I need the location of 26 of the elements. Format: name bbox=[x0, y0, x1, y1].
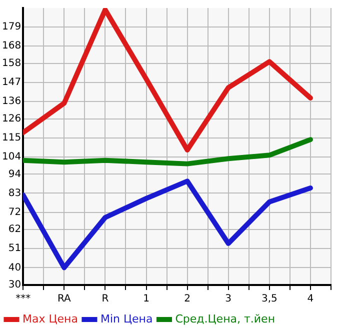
legend-label: Min Цена bbox=[100, 312, 153, 326]
y-tick-label: 147 bbox=[2, 77, 22, 88]
y-tick-label: 62 bbox=[8, 224, 22, 236]
x-tick-label: 1 bbox=[143, 294, 150, 305]
y-tick-label: 40 bbox=[8, 262, 22, 274]
x-tick-label: R bbox=[102, 294, 109, 305]
y-tick-label: 136 bbox=[2, 96, 22, 108]
x-tick-label: 3,5 bbox=[261, 294, 278, 305]
y-tick-label: 83 bbox=[8, 188, 22, 199]
y-tick-label: 72 bbox=[8, 206, 22, 218]
x-tick-label: *** bbox=[16, 294, 31, 305]
legend-label: Сред.Цена, т.йен bbox=[175, 312, 276, 326]
y-tick-label: 94 bbox=[8, 168, 22, 180]
x-tick-label: 3 bbox=[225, 294, 232, 305]
y-tick-label: 51 bbox=[8, 243, 22, 254]
x-tick-label: 2 bbox=[184, 294, 190, 305]
legend-label: Max Цена bbox=[22, 312, 78, 326]
y-tick-label: 104 bbox=[2, 151, 22, 162]
y-tick-label: 179 bbox=[2, 22, 22, 33]
y-tick-label: 30 bbox=[8, 280, 22, 291]
y-tick-label: 115 bbox=[2, 132, 22, 144]
y-tick-label: 126 bbox=[2, 113, 22, 124]
y-tick-label: 168 bbox=[2, 40, 22, 52]
x-tick-label: RA bbox=[57, 294, 71, 305]
y-tick-label: 158 bbox=[2, 58, 22, 69]
x-tick-label: 4 bbox=[307, 294, 314, 305]
